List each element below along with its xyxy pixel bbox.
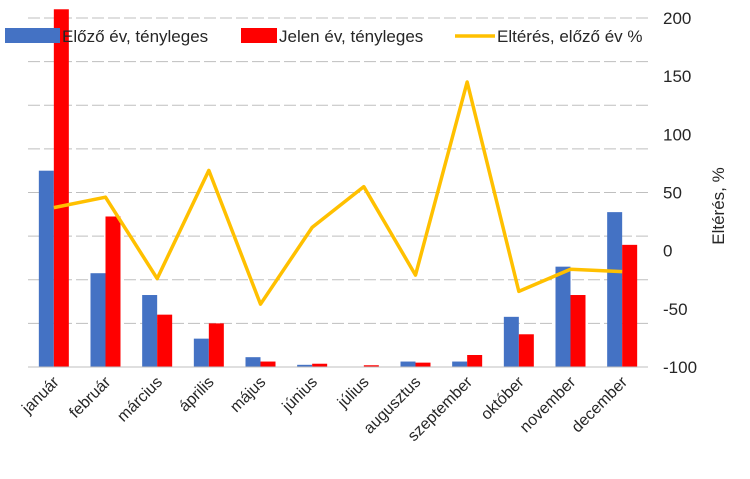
x-tick-label: február (66, 373, 114, 421)
bar-current-year (363, 365, 379, 367)
deviation-line-path (53, 80, 623, 306)
x-tick-label: április (176, 374, 218, 416)
bar-current-year (312, 363, 328, 367)
bar-current-year (53, 9, 69, 368)
legend-item: Jelen év, tényleges (241, 27, 423, 46)
x-tick-label: május (227, 374, 269, 416)
bar-previous-year (503, 316, 519, 367)
right-tick-label: 50 (663, 184, 682, 203)
bar-previous-year (38, 170, 54, 367)
bar-previous-year (555, 266, 571, 367)
bar-previous-year (245, 357, 261, 367)
right-tick-label: -50 (663, 300, 688, 319)
legend-swatch (5, 28, 60, 43)
x-axis: január február március április május június jú… (18, 366, 648, 445)
bar-current-year (105, 216, 121, 367)
bar-current-year (467, 355, 483, 367)
bar-previous-year (297, 364, 313, 367)
x-tick-label: július (334, 374, 373, 413)
bar-previous-year (142, 295, 158, 367)
bar-current-year (622, 244, 638, 367)
bars (38, 9, 638, 368)
right-tick-label: 150 (663, 67, 691, 86)
right-tick-label: 100 (663, 125, 691, 144)
legend-label: Jelen év, tényleges (279, 27, 423, 46)
right-tick-label: -100 (663, 358, 697, 377)
right-tick-label: 0 (663, 242, 672, 261)
right-axis-title: Eltérés, % (709, 167, 728, 244)
bar-current-year (260, 361, 276, 367)
bar-previous-year (193, 338, 209, 367)
bar-current-year (157, 314, 173, 367)
legend: Előző év, tényleges Jelen év, tényleges El… (5, 27, 643, 46)
legend-item: Előző év, tényleges (5, 27, 208, 46)
x-tick-label: december (569, 373, 632, 436)
legend-label: Eltérés, előző év % (497, 27, 643, 46)
bar-current-year (208, 323, 224, 367)
x-tick-label: március (114, 374, 166, 426)
bar-current-year (415, 362, 431, 367)
bar-current-year (518, 334, 534, 367)
bar-current-year (570, 295, 586, 367)
legend-item: Eltérés, előző év % (455, 27, 643, 46)
legend-swatch (241, 28, 277, 43)
bar-previous-year (607, 212, 623, 367)
bar-previous-year (400, 361, 416, 367)
x-tick-label: október (478, 373, 528, 423)
legend-label: Előző év, tényleges (62, 27, 208, 46)
bar-previous-year (452, 361, 468, 367)
x-tick-label: június (279, 374, 321, 416)
bar-previous-year (90, 273, 106, 367)
right-tick-label: 200 (663, 9, 691, 28)
deviation-line (53, 80, 623, 306)
right-axis: -100 -50 0 50 100 150 200 (663, 9, 697, 377)
x-tick-label: január (18, 373, 63, 418)
